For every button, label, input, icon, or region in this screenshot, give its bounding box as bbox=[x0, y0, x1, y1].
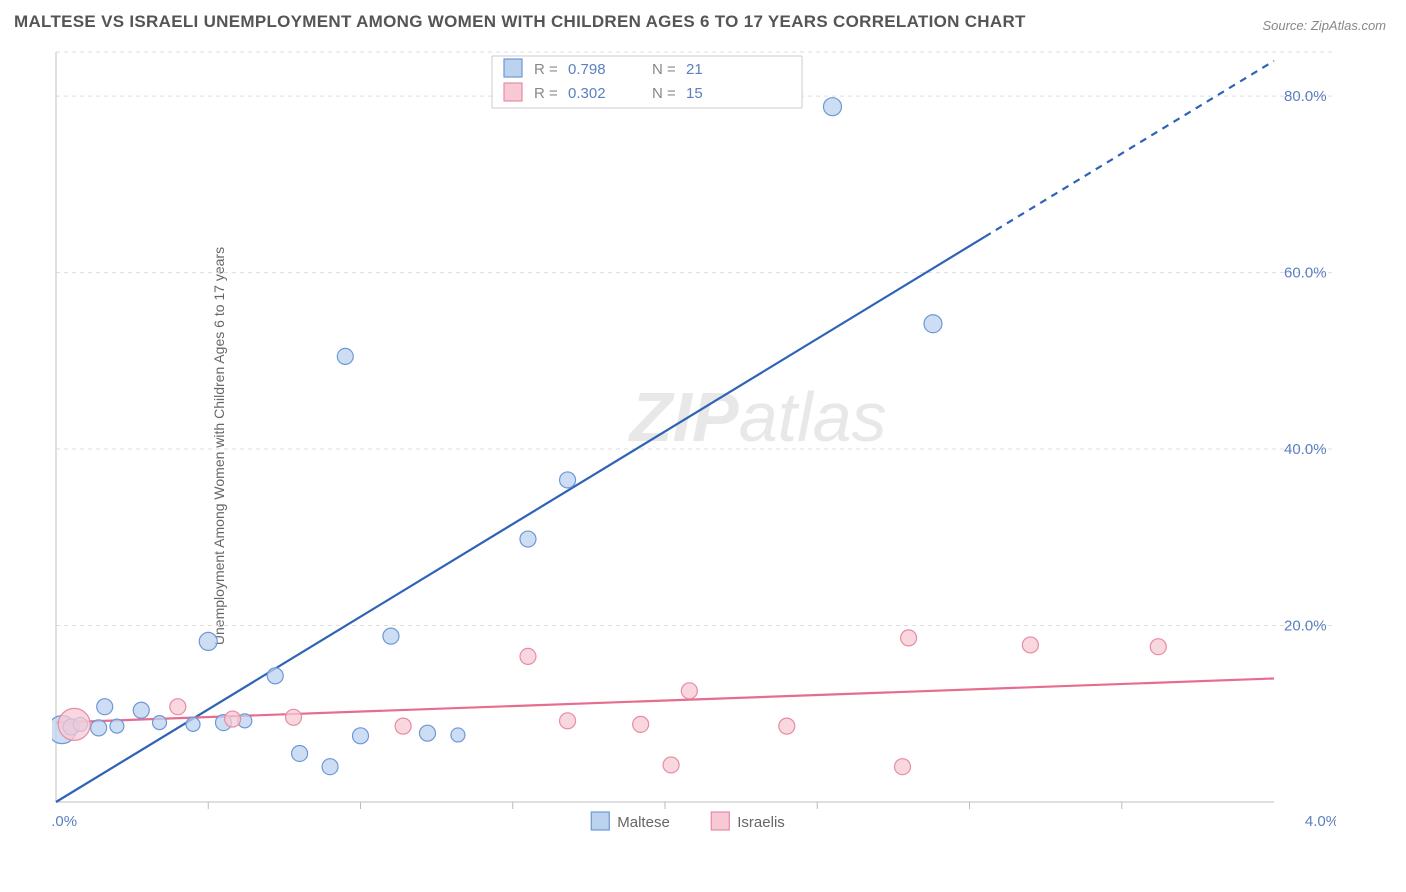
data-point bbox=[895, 759, 911, 775]
data-point bbox=[823, 98, 841, 116]
data-point bbox=[97, 699, 113, 715]
y-tick-label: 40.0% bbox=[1284, 441, 1327, 458]
source-attribution: Source: ZipAtlas.com bbox=[1262, 18, 1386, 33]
legend-n-value: 21 bbox=[686, 61, 703, 78]
data-point bbox=[153, 716, 167, 730]
x-tick-label: 0.0% bbox=[52, 813, 77, 830]
legend-r-value: 0.798 bbox=[568, 61, 606, 78]
legend-swatch bbox=[504, 83, 522, 101]
series-legend-label: Israelis bbox=[737, 814, 785, 831]
legend-n-label: N = bbox=[652, 85, 676, 102]
data-point bbox=[337, 348, 353, 364]
data-point bbox=[199, 632, 217, 650]
data-point bbox=[110, 719, 124, 733]
legend-swatch bbox=[504, 59, 522, 77]
scatter-plot-svg: ZIPatlas 20.0% 40.0% 60.0% 80.0% 0.0% 4.0% R = 0… bbox=[52, 46, 1336, 836]
data-point bbox=[901, 630, 917, 646]
data-point bbox=[58, 708, 90, 740]
trend-line-extrapolated bbox=[985, 61, 1274, 237]
data-point bbox=[395, 718, 411, 734]
chart-title: MALTESE VS ISRAELI UNEMPLOYMENT AMONG WO… bbox=[14, 12, 1026, 32]
legend-n-label: N = bbox=[652, 61, 676, 78]
legend-n-value: 15 bbox=[686, 85, 703, 102]
series-legend-swatch bbox=[711, 812, 729, 830]
data-point bbox=[663, 757, 679, 773]
plot-area: ZIPatlas 20.0% 40.0% 60.0% 80.0% 0.0% 4.0% R = 0… bbox=[52, 46, 1336, 836]
legend-r-label: R = bbox=[534, 61, 558, 78]
data-point bbox=[681, 683, 697, 699]
data-point bbox=[353, 728, 369, 744]
data-point bbox=[133, 702, 149, 718]
data-point bbox=[779, 718, 795, 734]
legend-r-label: R = bbox=[534, 85, 558, 102]
legend-r-value: 0.302 bbox=[568, 85, 606, 102]
data-point bbox=[924, 315, 942, 333]
data-point bbox=[383, 628, 399, 644]
y-tick-label: 60.0% bbox=[1284, 265, 1327, 282]
data-point bbox=[520, 648, 536, 664]
series-legend-swatch bbox=[591, 812, 609, 830]
watermark: ZIPatlas bbox=[628, 378, 887, 456]
data-point bbox=[560, 713, 576, 729]
data-point bbox=[560, 472, 576, 488]
data-point bbox=[225, 711, 241, 727]
x-tick-label: 4.0% bbox=[1305, 813, 1336, 830]
data-point bbox=[267, 668, 283, 684]
data-point bbox=[633, 716, 649, 732]
data-point bbox=[91, 720, 107, 736]
data-point bbox=[451, 728, 465, 742]
data-point bbox=[286, 709, 302, 725]
data-point bbox=[322, 759, 338, 775]
data-point bbox=[186, 717, 200, 731]
data-point bbox=[1022, 637, 1038, 653]
data-point bbox=[419, 725, 435, 741]
data-point bbox=[1150, 639, 1166, 655]
data-point bbox=[520, 531, 536, 547]
y-tick-label: 80.0% bbox=[1284, 88, 1327, 105]
data-point bbox=[170, 699, 186, 715]
series-legend-label: Maltese bbox=[617, 814, 670, 831]
y-tick-label: 20.0% bbox=[1284, 618, 1327, 635]
chart-container: MALTESE VS ISRAELI UNEMPLOYMENT AMONG WO… bbox=[0, 0, 1406, 892]
data-point bbox=[292, 745, 308, 761]
